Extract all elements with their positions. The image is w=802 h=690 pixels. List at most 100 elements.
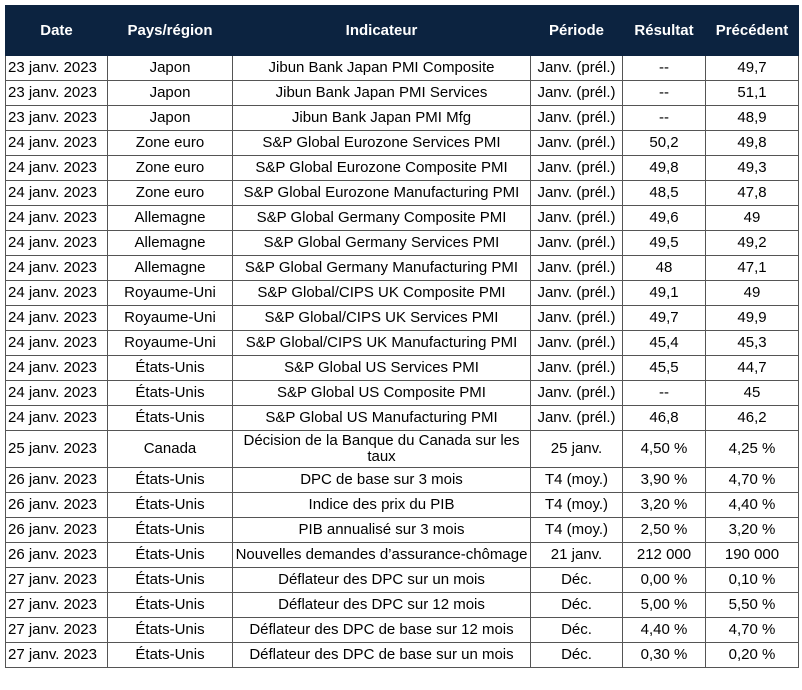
table-cell: S&P Global US Manufacturing PMI (232, 405, 531, 431)
table-cell: 4,70 % (705, 467, 799, 493)
table-cell: 5,00 % (622, 592, 706, 618)
table-cell: 49,5 (622, 230, 706, 256)
table-cell: 21 janv. (530, 542, 623, 568)
table-cell: 27 janv. 2023 (5, 567, 108, 593)
table-cell: T4 (moy.) (530, 467, 623, 493)
table-cell: Allemagne (107, 230, 233, 256)
table-cell: Indice des prix du PIB (232, 492, 531, 518)
table-cell: 46,2 (705, 405, 799, 431)
table-cell: 23 janv. 2023 (5, 55, 108, 81)
table-row: 26 janv. 2023 États-Unis Nouvelles demande… (5, 542, 799, 568)
table-cell: 24 janv. 2023 (5, 305, 108, 331)
table-cell: Jibun Bank Japan PMI Services (232, 80, 531, 106)
header-cell: Période (530, 5, 623, 56)
table-cell: S&P Global Germany Manufacturing PMI (232, 255, 531, 281)
table-cell: 49 (705, 205, 799, 231)
table-cell: S&P Global/CIPS UK Services PMI (232, 305, 531, 331)
table-cell: S&P Global Eurozone Services PMI (232, 130, 531, 156)
table-row: 24 janv. 2023 Zone euro S&P Global Eurozon… (5, 130, 799, 156)
table-cell: 4,70 % (705, 617, 799, 643)
table-cell: 48,9 (705, 105, 799, 131)
table-cell: 26 janv. 2023 (5, 517, 108, 543)
table-cell: S&P Global Germany Services PMI (232, 230, 531, 256)
table-cell: 49,8 (622, 155, 706, 181)
header-cell: Indicateur (232, 5, 531, 56)
table-cell: Allemagne (107, 255, 233, 281)
table-cell: Déflateur des DPC sur 12 mois (232, 592, 531, 618)
table-cell: Janv. (prél.) (530, 255, 623, 281)
table-cell: -- (622, 80, 706, 106)
table-cell: 45,3 (705, 330, 799, 356)
table-row: 25 janv. 2023 Canada Décision de la Banque… (5, 430, 799, 468)
table-cell: 44,7 (705, 355, 799, 381)
table-row: 23 janv. 2023 Japon Jibun Bank Japan PMI C… (5, 55, 799, 81)
header-cell: Résultat (622, 5, 706, 56)
table-cell: Japon (107, 55, 233, 81)
table-cell: T4 (moy.) (530, 492, 623, 518)
table-row: 24 janv. 2023 Royaume-Uni S&P Global/CIPS … (5, 330, 799, 356)
table-cell: États-Unis (107, 405, 233, 431)
table-cell: PIB annualisé sur 3 mois (232, 517, 531, 543)
header-cell: Date (5, 5, 108, 56)
header-row: Date Pays/région Indicateur Période Résultat… (5, 5, 799, 56)
table-cell: 45,5 (622, 355, 706, 381)
table-cell: Canada (107, 430, 233, 468)
table-cell: 24 janv. 2023 (5, 205, 108, 231)
table-cell: Déflateur des DPC de base sur 12 mois (232, 617, 531, 643)
table-cell: Déflateur des DPC sur un mois (232, 567, 531, 593)
table-cell: 49,9 (705, 305, 799, 331)
table-cell: Janv. (prél.) (530, 80, 623, 106)
table-cell: 4,40 % (705, 492, 799, 518)
table-cell: Jibun Bank Japan PMI Composite (232, 55, 531, 81)
table-row: 26 janv. 2023 États-Unis PIB annualisé sur… (5, 517, 799, 543)
table-cell: 24 janv. 2023 (5, 230, 108, 256)
table-cell: Japon (107, 105, 233, 131)
table-cell: S&P Global/CIPS UK Manufacturing PMI (232, 330, 531, 356)
table-row: 24 janv. 2023 Allemagne S&P Global Germany… (5, 255, 799, 281)
table-cell: États-Unis (107, 517, 233, 543)
header-cell: Pays/région (107, 5, 233, 56)
table-body: 23 janv. 2023 Japon Jibun Bank Japan PMI C… (5, 55, 799, 668)
table-cell: Nouvelles demandes d’assurance-chômage (232, 542, 531, 568)
table-cell: 26 janv. 2023 (5, 467, 108, 493)
table-cell: États-Unis (107, 380, 233, 406)
table-row: 24 janv. 2023 Royaume-Uni S&P Global/CIPS … (5, 280, 799, 306)
table-cell: 4,50 % (622, 430, 706, 468)
table-cell: 49,6 (622, 205, 706, 231)
table-cell: Déc. (530, 592, 623, 618)
table-cell: 24 janv. 2023 (5, 130, 108, 156)
table-cell: Jibun Bank Japan PMI Mfg (232, 105, 531, 131)
table-cell: T4 (moy.) (530, 517, 623, 543)
calendar-table: Date Pays/région Indicateur Période Résultat… (5, 5, 799, 668)
table-cell: États-Unis (107, 542, 233, 568)
table-cell: Décision de la Banque du Canada sur les … (232, 430, 531, 468)
table-cell: 24 janv. 2023 (5, 255, 108, 281)
table-row: 24 janv. 2023 États-Unis S&P Global US Ser… (5, 355, 799, 381)
table-cell: Janv. (prél.) (530, 130, 623, 156)
table-cell: S&P Global US Composite PMI (232, 380, 531, 406)
table-cell: 4,25 % (705, 430, 799, 468)
table-cell: S&P Global Eurozone Composite PMI (232, 155, 531, 181)
table-cell: 47,8 (705, 180, 799, 206)
table-row: 27 janv. 2023 États-Unis Déflateur des DPC… (5, 567, 799, 593)
table-cell: 212 000 (622, 542, 706, 568)
table-row: 24 janv. 2023 États-Unis S&P Global US Com… (5, 380, 799, 406)
table-cell: 24 janv. 2023 (5, 405, 108, 431)
table-cell: S&P Global/CIPS UK Composite PMI (232, 280, 531, 306)
table-cell: -- (622, 105, 706, 131)
table-cell: 24 janv. 2023 (5, 330, 108, 356)
table-cell: 46,8 (622, 405, 706, 431)
table-cell: 4,40 % (622, 617, 706, 643)
table-cell: S&P Global Germany Composite PMI (232, 205, 531, 231)
table-cell: Japon (107, 80, 233, 106)
table-cell: Allemagne (107, 205, 233, 231)
table-cell: 49,7 (705, 55, 799, 81)
table-cell: -- (622, 380, 706, 406)
table-cell: Janv. (prél.) (530, 105, 623, 131)
table-cell: 27 janv. 2023 (5, 642, 108, 668)
table-row: 23 janv. 2023 Japon Jibun Bank Japan PMI S… (5, 80, 799, 106)
table-cell: 3,20 % (705, 517, 799, 543)
table-cell: DPC de base sur 3 mois (232, 467, 531, 493)
table-cell: 51,1 (705, 80, 799, 106)
table-cell: 26 janv. 2023 (5, 542, 108, 568)
